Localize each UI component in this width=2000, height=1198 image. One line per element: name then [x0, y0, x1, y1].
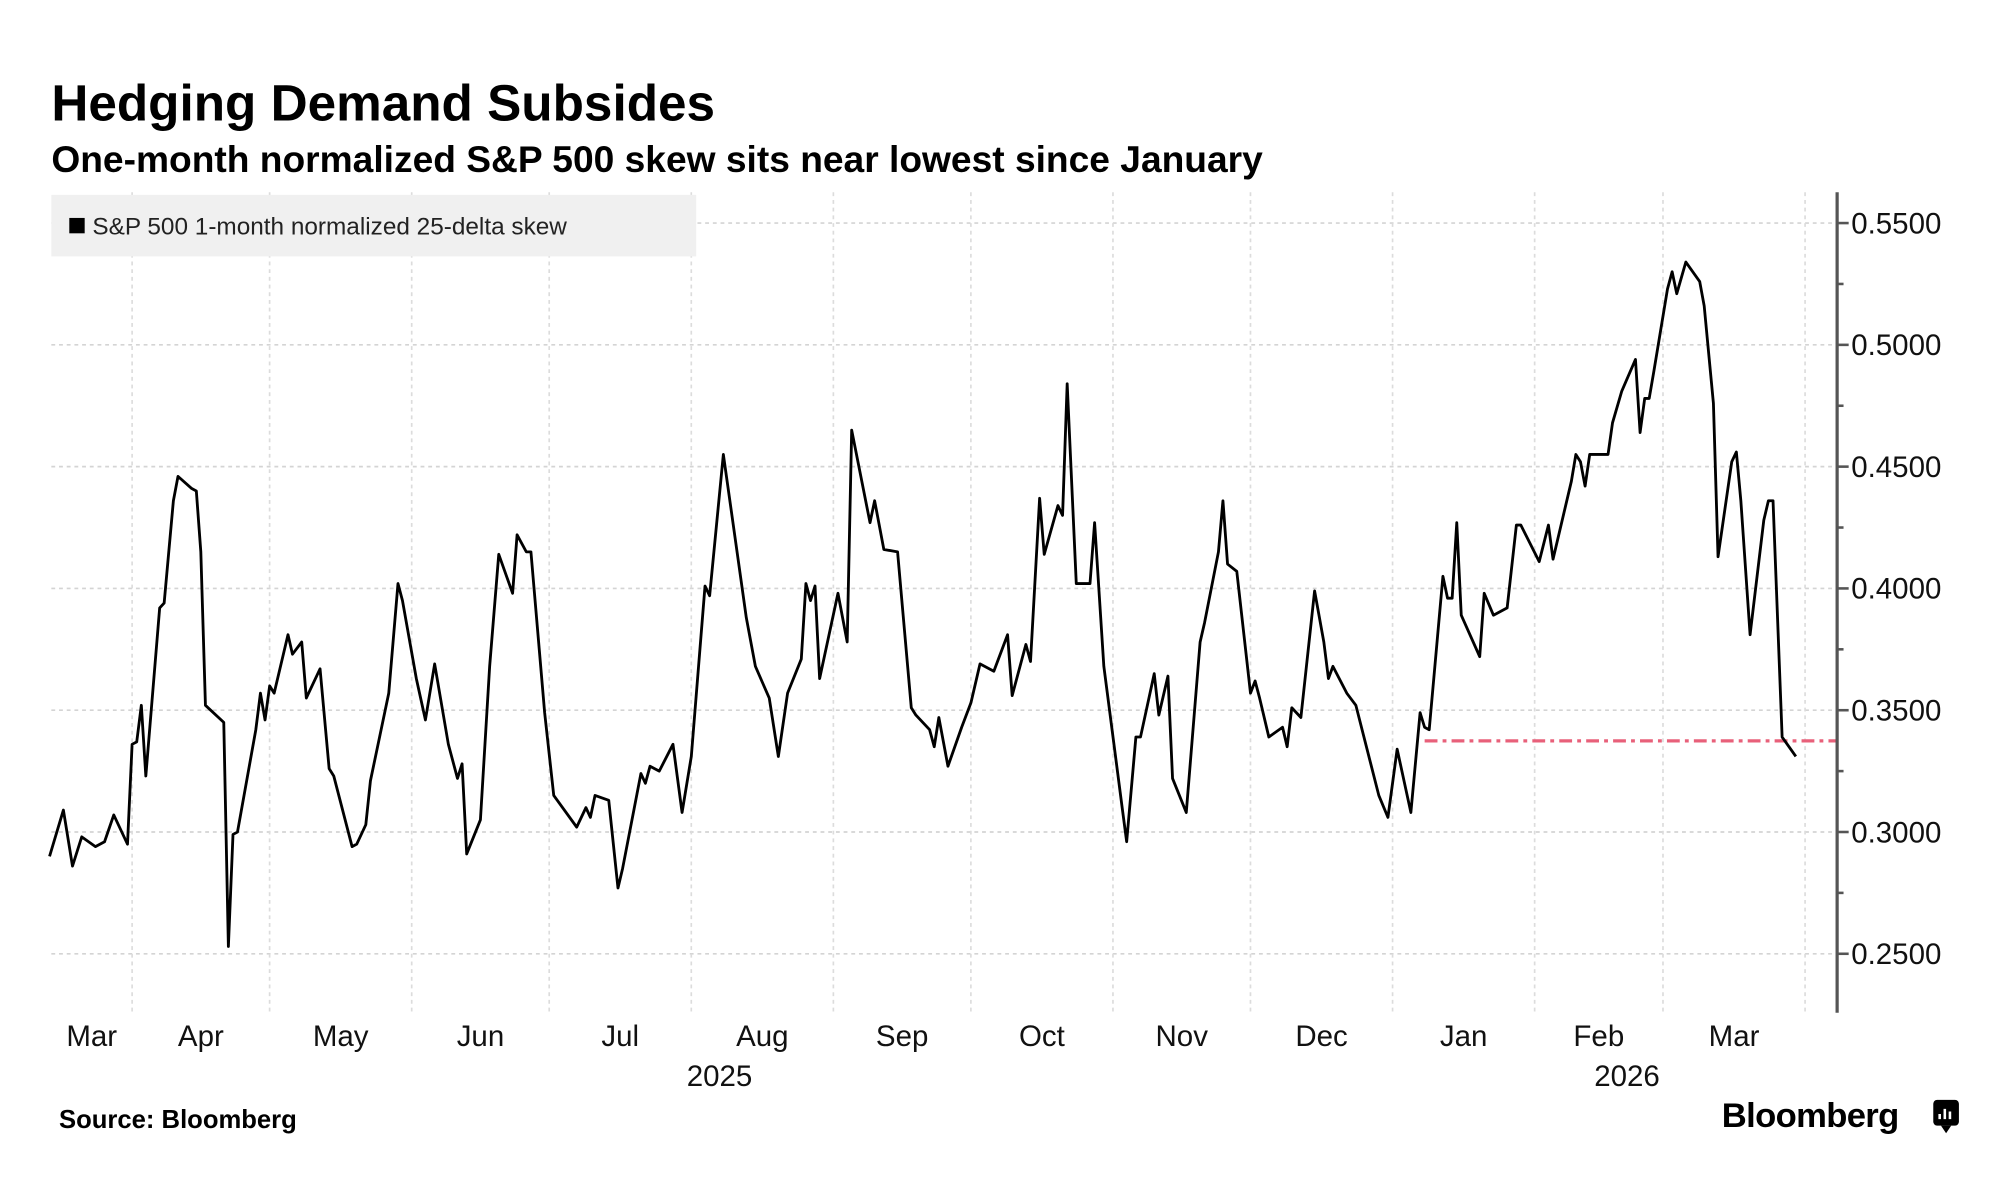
x-tick-label: Aug	[736, 1020, 788, 1053]
y-tick-label: 0.5000	[1851, 329, 1941, 362]
y-tick-label: 0.4500	[1851, 451, 1941, 484]
legend: S&P 500 1-month normalized 25-delta skew	[51, 194, 697, 257]
chart-subtitle: One-month normalized S&P 500 skew sits n…	[51, 138, 1263, 180]
y-tick-label: 0.2500	[1851, 938, 1941, 971]
x-tick-label: Dec	[1295, 1020, 1347, 1053]
y-tick-label: 0.3500	[1851, 694, 1941, 727]
x-tick-label: Oct	[1019, 1020, 1065, 1053]
x-tick-label: Apr	[178, 1020, 224, 1053]
y-tick-label: 0.4000	[1851, 573, 1941, 606]
x-tick-label: Jul	[601, 1020, 639, 1053]
legend-background	[51, 194, 697, 257]
bloomberg-logo: Bloomberg	[1722, 1097, 1959, 1135]
x-year-label: 2026	[1594, 1060, 1660, 1093]
terminal-icon-bars	[1938, 1108, 1952, 1120]
chart-title: Hedging Demand Subsides	[51, 75, 715, 132]
x-tick-label: Mar	[66, 1020, 117, 1053]
legend-swatch	[69, 217, 85, 234]
legend-label: S&P 500 1-month normalized 25-delta skew	[92, 214, 567, 241]
x-tick-label: Feb	[1573, 1020, 1624, 1053]
x-tick-label: Jan	[1440, 1020, 1488, 1053]
y-tick-label: 0.5500	[1851, 207, 1941, 240]
x-tick-label: Mar	[1709, 1020, 1760, 1053]
source-note: Source: Bloomberg	[59, 1106, 297, 1134]
bloomberg-logo-text: Bloomberg	[1722, 1097, 1899, 1135]
x-tick-label: Nov	[1156, 1020, 1209, 1053]
series-line	[48, 260, 1797, 948]
terminal-icon-pointer	[1940, 1125, 1952, 1134]
x-tick-label: May	[313, 1020, 369, 1053]
y-tick-label: 0.3000	[1851, 816, 1941, 849]
x-tick-label: Sep	[876, 1020, 928, 1053]
gridlines	[51, 192, 1838, 1013]
x-tick-label: Jun	[457, 1020, 505, 1053]
y-axis: 0.2500 0.3000 0.3500 0.4000 0.4500 0.5000 0.55…	[1835, 192, 1941, 1013]
x-year-label: 2025	[687, 1060, 753, 1093]
x-axis: Mar Apr May Jun Jul Aug Sep Oct Nov Dec Jan Feb Mar 2…	[66, 1020, 1759, 1093]
